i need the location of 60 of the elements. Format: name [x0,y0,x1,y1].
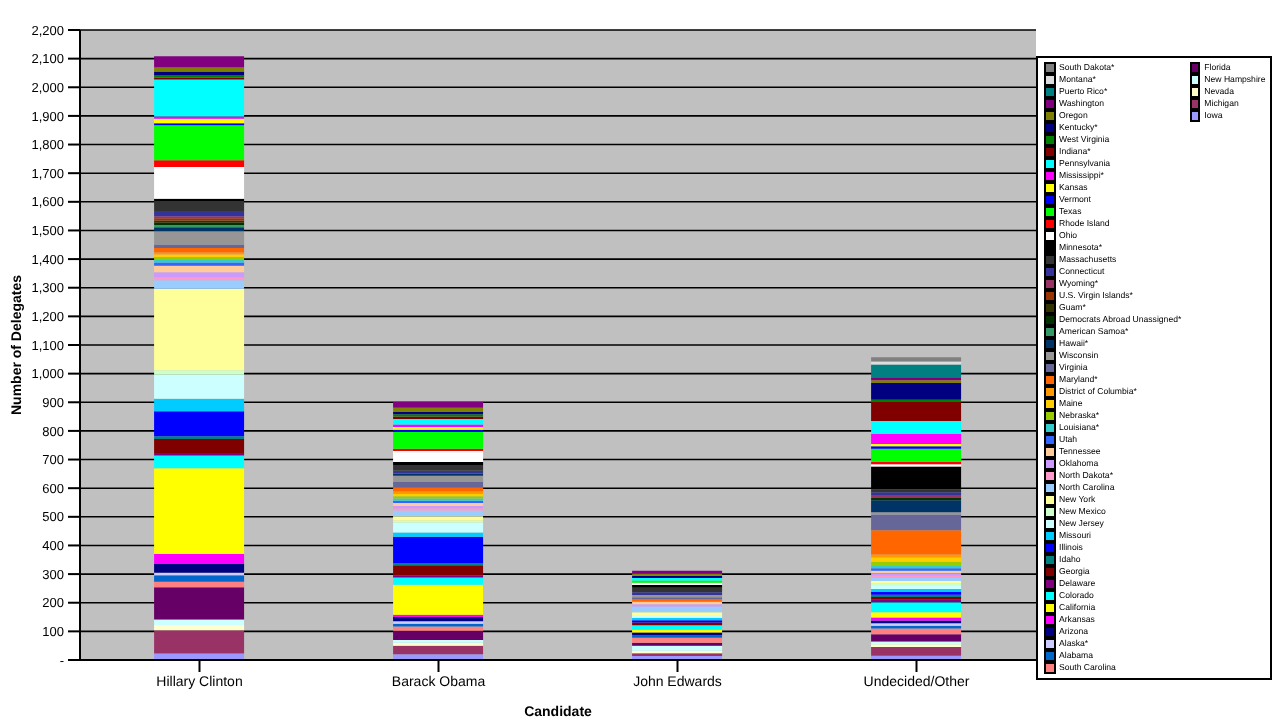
bar [393,407,484,413]
bar [393,645,484,655]
bar [393,464,484,471]
bar [871,434,962,445]
bar [871,634,962,642]
bar [154,200,245,211]
bar [871,401,962,421]
bar [871,420,962,435]
bar [632,606,723,613]
bar [871,448,962,462]
bar [393,577,484,585]
bar [154,455,245,469]
bar [871,514,962,531]
bar [871,383,962,400]
bar [393,565,484,576]
bar [154,575,245,582]
bar [632,637,723,643]
bar [393,584,484,615]
bar [154,125,245,161]
bar [154,438,245,453]
bar [393,401,484,408]
bar [393,475,484,482]
bar [871,500,962,513]
bar [871,647,962,656]
bar [154,630,245,654]
bar [154,653,245,660]
bar [154,554,245,565]
bar [393,450,484,463]
bar [393,630,484,640]
bar [154,231,245,245]
bar [154,160,245,167]
bar [154,265,245,273]
bar [154,210,245,217]
bar [871,530,962,555]
bar [154,79,245,117]
bar [393,536,484,563]
bar [632,587,723,593]
bar [154,581,245,588]
bar [154,564,245,573]
bar [154,374,245,399]
bar [154,56,245,68]
bar [154,468,245,555]
bar [154,166,245,199]
bar [871,602,962,613]
bar [154,247,245,253]
bar [393,418,484,425]
bar [154,411,245,437]
bar [871,364,962,378]
bar [393,522,484,533]
bar [154,619,245,626]
bar [154,272,245,278]
bar [871,612,962,618]
bar [154,625,245,631]
bar [154,587,245,620]
bar [393,432,484,449]
bar [154,280,245,289]
bar [154,288,245,371]
bar [632,645,723,651]
bar [154,398,245,412]
bar [871,561,962,567]
